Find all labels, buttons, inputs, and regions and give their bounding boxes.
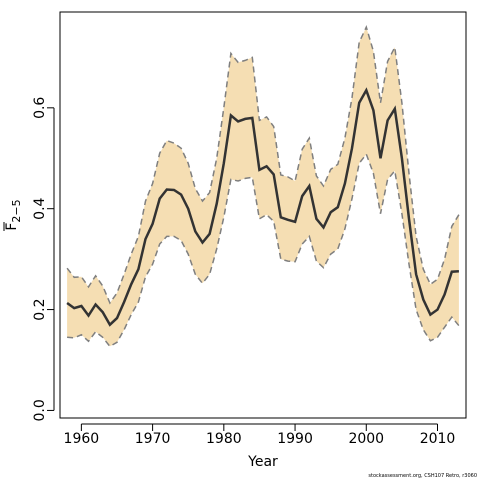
y-tick-label: 0.2 [32, 298, 48, 320]
plot-area [66, 24, 460, 348]
y-axis-title-subscript: 2−5 [10, 199, 23, 222]
x-tick-label: 2000 [348, 431, 384, 447]
y-tick-label: 0.4 [32, 197, 48, 219]
y-tick-label: 0.0 [32, 399, 48, 421]
x-tick-label: 1980 [206, 431, 242, 447]
estimate-line [66, 87, 459, 327]
x-tick-label: 1970 [135, 431, 171, 447]
x-axis-title: Year [247, 454, 278, 470]
y-axis-title-main: F [4, 223, 20, 231]
x-axis: 1960 1970 1980 1990 2000 2010 [64, 423, 456, 447]
y-axis-title: F2−5 [3, 199, 23, 231]
y-axis: 0.0 0.2 0.4 0.6 [32, 97, 55, 422]
x-tick-label: 1990 [277, 431, 313, 447]
x-tick-label: 1960 [64, 431, 100, 447]
plot-frame [59, 11, 467, 419]
upper-bound-line [66, 24, 460, 305]
x-tick-label: 2010 [420, 431, 456, 447]
svg-text:F2−5: F2−5 [4, 199, 23, 230]
lower-bound-line [67, 152, 460, 348]
y-tick-label: 0.6 [32, 97, 48, 119]
confidence-band [67, 27, 459, 347]
footer-credit: stockassessment.org, CSH107 Retro, r3060 [368, 473, 477, 479]
